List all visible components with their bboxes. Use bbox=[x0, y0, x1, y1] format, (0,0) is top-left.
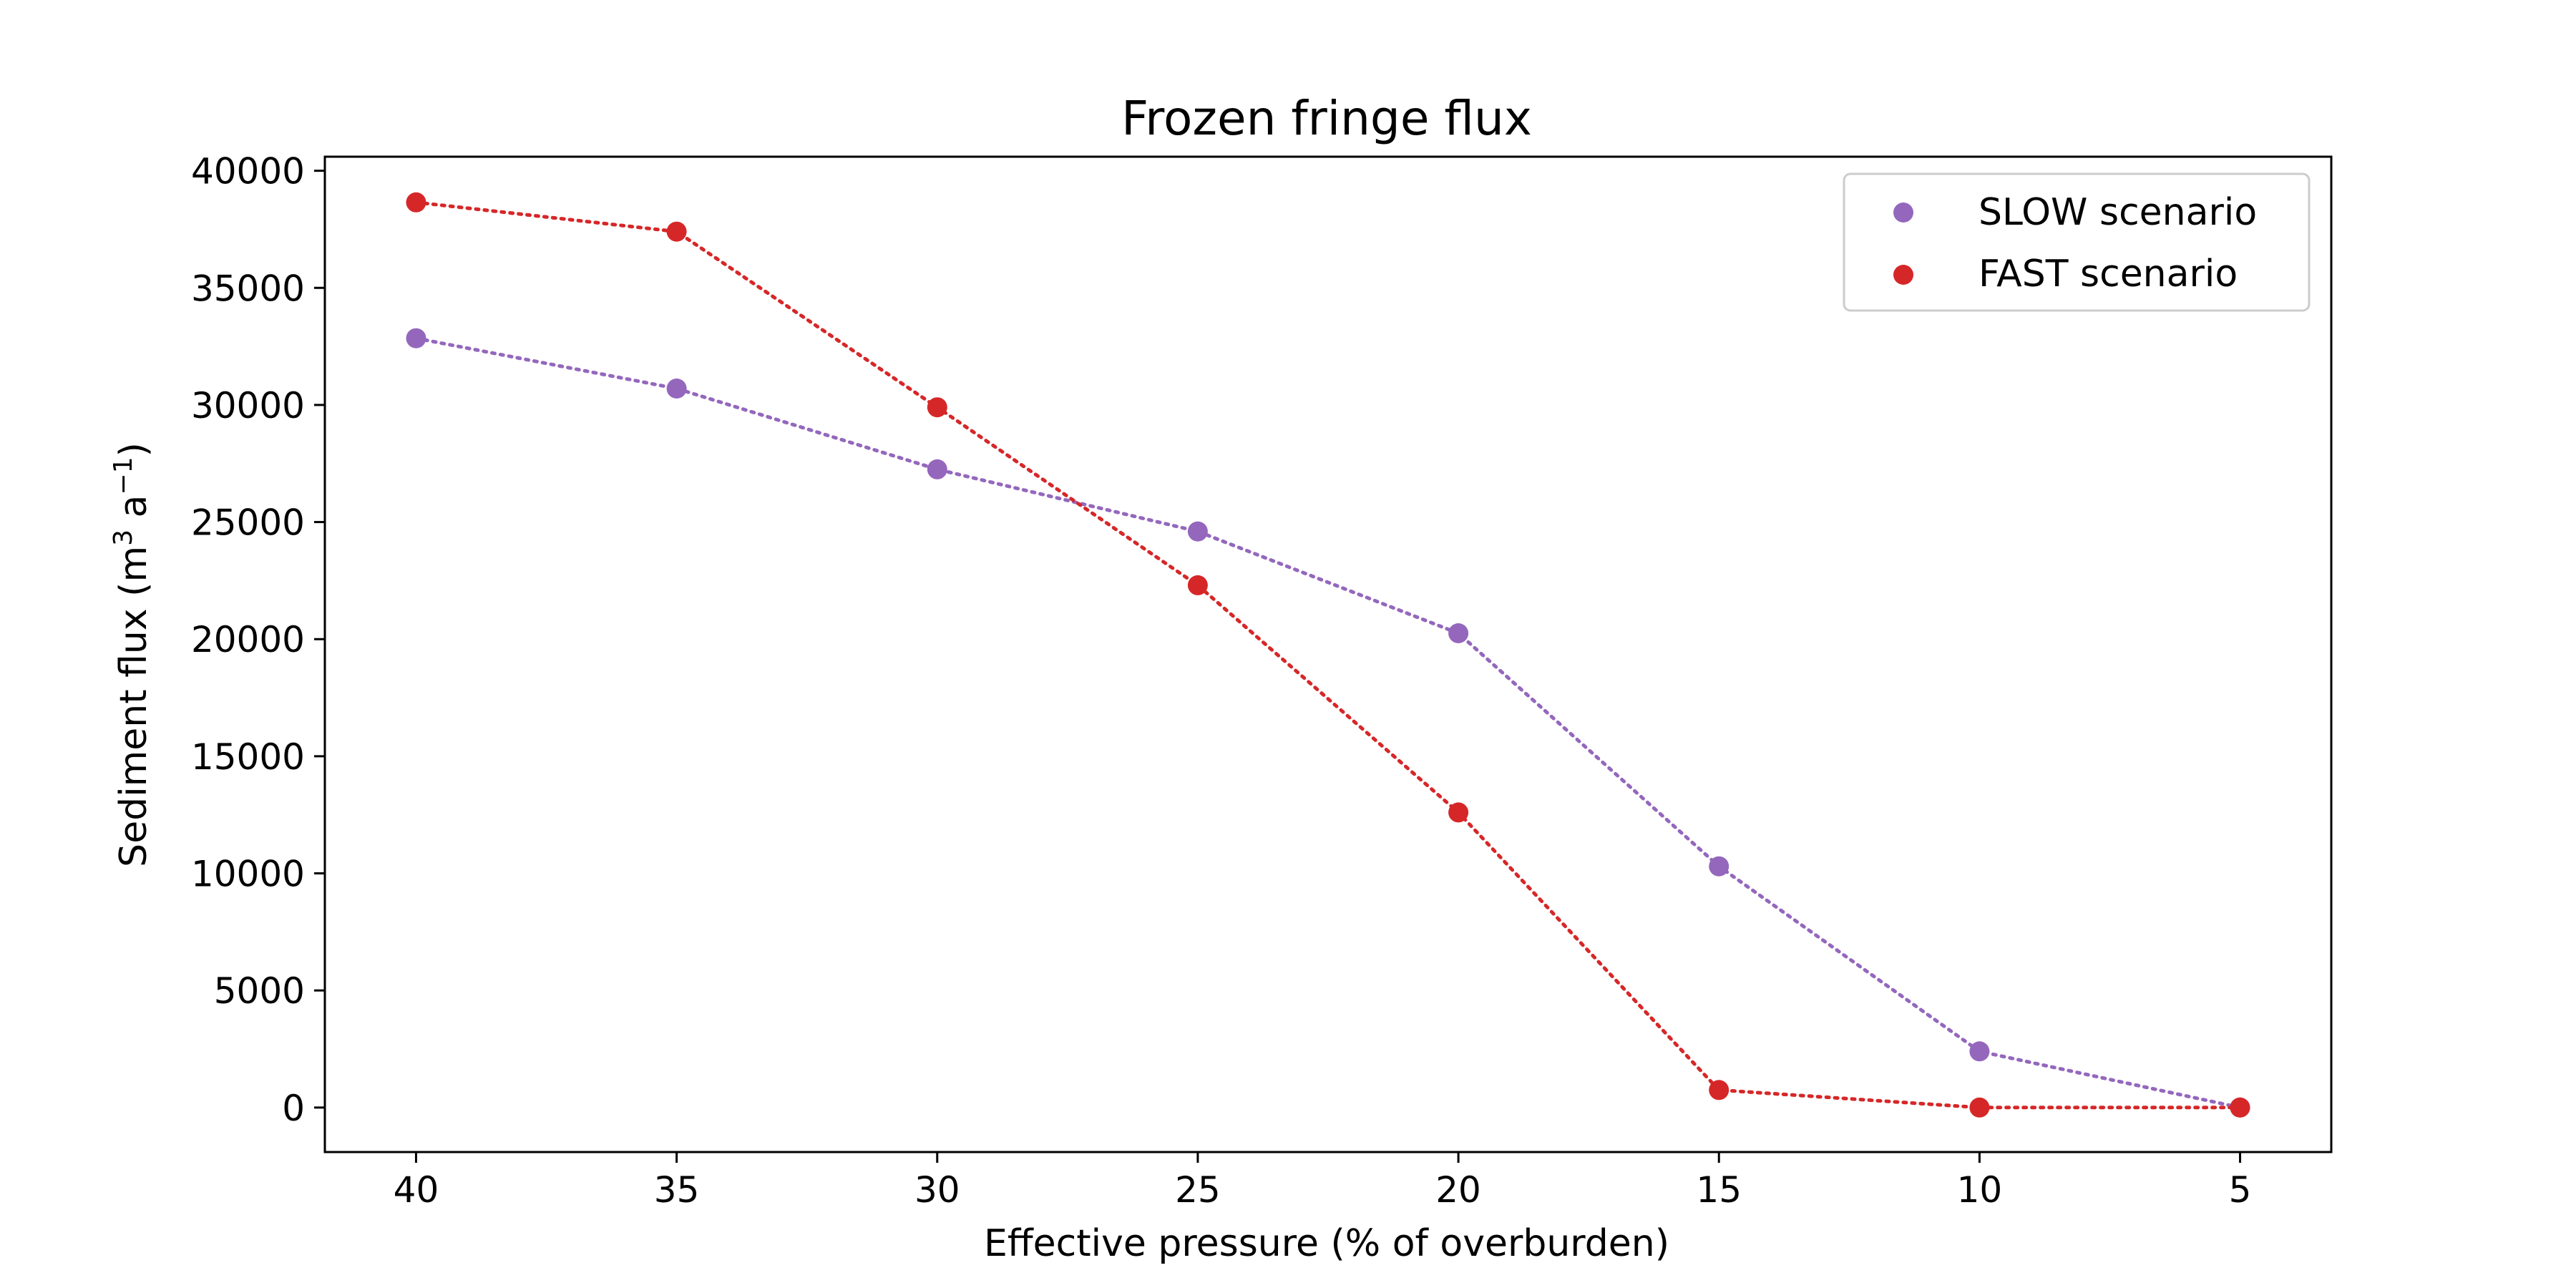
legend-marker-fast bbox=[1893, 265, 1913, 285]
x-tick-label: 5 bbox=[2229, 1169, 2252, 1211]
y-axis: 0 5000 10000 15000 20000 25000 30000 35000 40000 bbox=[191, 151, 325, 1129]
data-point-slow-30 bbox=[927, 459, 947, 479]
x-tick-label: 30 bbox=[914, 1169, 960, 1211]
data-point-fast-30 bbox=[927, 397, 947, 418]
y-tick-label: 5000 bbox=[214, 970, 305, 1012]
data-point-slow-25 bbox=[1187, 521, 1208, 542]
data-point-fast-20 bbox=[1448, 802, 1469, 823]
series-line-fast bbox=[414, 200, 2242, 1110]
x-tick-label: 15 bbox=[1696, 1169, 1742, 1211]
x-axis: 40 35 30 25 20 15 10 5 bbox=[394, 1152, 2252, 1211]
legend-marker-slow bbox=[1893, 203, 1913, 223]
y-tick-label: 40000 bbox=[191, 151, 305, 192]
x-tick-label: 25 bbox=[1175, 1169, 1221, 1211]
legend-label-slow: SLOW scenario bbox=[1979, 191, 2257, 234]
y-axis-label-sup2: −1 bbox=[109, 457, 138, 494]
plot-frame bbox=[323, 155, 2333, 1153]
y-axis-label-suffix: ) bbox=[112, 442, 155, 457]
y-tick-label: 25000 bbox=[191, 502, 305, 544]
data-point-fast-35 bbox=[666, 221, 687, 242]
x-axis-label: Effective pressure (% of overburden) bbox=[984, 1222, 1669, 1265]
data-point-slow-20 bbox=[1448, 623, 1469, 643]
data-point-slow-40 bbox=[406, 328, 426, 348]
y-tick-label: 35000 bbox=[191, 268, 305, 309]
data-point-fast-5 bbox=[2230, 1097, 2250, 1118]
y-axis-label-sup1: 3 bbox=[109, 530, 138, 546]
legend-label-fast: FAST scenario bbox=[1979, 253, 2238, 296]
y-tick-label: 10000 bbox=[191, 854, 305, 895]
data-point-slow-35 bbox=[666, 379, 687, 399]
y-tick-label: 20000 bbox=[191, 619, 305, 660]
data-point-fast-15 bbox=[1709, 1080, 1729, 1101]
y-axis-label: Sediment flux (m3 a−1) bbox=[109, 442, 155, 867]
legend-box bbox=[1843, 172, 2311, 312]
y-tick-label: 30000 bbox=[191, 385, 305, 426]
y-tick-label: 0 bbox=[282, 1088, 305, 1129]
chart-title: Frozen fringe flux bbox=[1121, 91, 1532, 146]
series-line-slow bbox=[414, 336, 2242, 1110]
data-point-fast-25 bbox=[1187, 575, 1208, 595]
data-point-slow-10 bbox=[1969, 1041, 1990, 1062]
x-tick-label: 35 bbox=[654, 1169, 700, 1211]
plot-marks bbox=[406, 192, 2250, 1118]
x-tick-label: 10 bbox=[1957, 1169, 2003, 1211]
x-tick-label: 40 bbox=[394, 1169, 439, 1211]
y-axis-label-middle: a bbox=[112, 495, 155, 530]
y-axis-label-prefix: Sediment flux (m bbox=[112, 546, 155, 867]
data-point-fast-40 bbox=[406, 192, 426, 213]
x-tick-label: 20 bbox=[1435, 1169, 1481, 1211]
legend: SLOW scenario FAST scenario bbox=[1843, 172, 2311, 312]
data-point-fast-10 bbox=[1969, 1097, 1990, 1118]
data-point-slow-15 bbox=[1709, 856, 1729, 877]
y-tick-label: 15000 bbox=[191, 736, 305, 778]
